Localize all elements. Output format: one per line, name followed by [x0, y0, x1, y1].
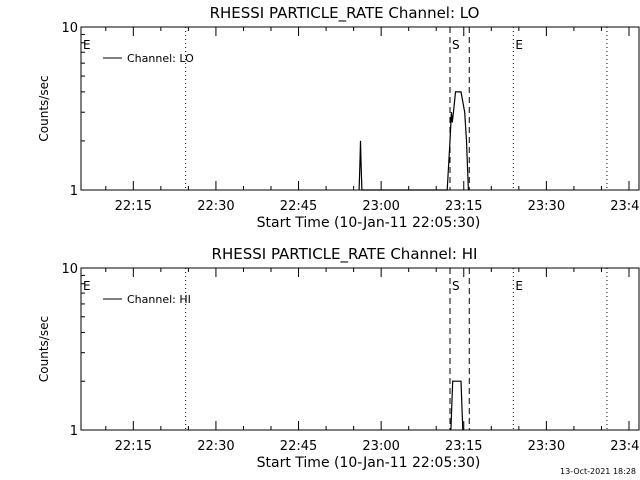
legend-label: Channel: HI — [127, 293, 191, 306]
x-tick-label: 23:30 — [528, 199, 565, 214]
time-marker-label: E — [83, 279, 91, 293]
x-tick-label: 22:15 — [115, 199, 152, 214]
x-tick-label: 23:15 — [445, 199, 482, 214]
y-tick-label: 1 — [70, 184, 78, 199]
y-tick-label: 10 — [61, 21, 78, 36]
x-tick-label: 23:15 — [445, 439, 482, 454]
y-tick-label: 10 — [61, 262, 78, 277]
footer-timestamp: 13-Oct-2021 18:28 — [560, 467, 636, 476]
x-tick-label: 22:30 — [197, 439, 234, 454]
x-tick-label: 22:45 — [280, 199, 317, 214]
x-tick-label: 23:30 — [528, 439, 565, 454]
x-tick-label: 22:15 — [115, 439, 152, 454]
x-tick-label: 22:45 — [280, 439, 317, 454]
time-marker-label: S — [452, 279, 460, 293]
chart-title: RHESSI PARTICLE_RATE Channel: HI — [212, 245, 478, 264]
y-axis-label: Counts/sec — [37, 75, 51, 141]
time-marker-label: S — [452, 38, 460, 52]
x-axis-label: Start Time (10-Jan-11 22:05:30) — [257, 455, 481, 471]
chart-title: RHESSI PARTICLE_RATE Channel: LO — [210, 4, 480, 23]
x-axis-label: Start Time (10-Jan-11 22:05:30) — [257, 215, 481, 231]
time-marker-label: E — [515, 38, 523, 52]
series-line — [450, 380, 464, 431]
x-tick-label: 23:45 — [610, 439, 640, 454]
time-marker-label: E — [83, 38, 91, 52]
x-tick-label: 23:45 — [610, 199, 640, 214]
x-tick-label: 22:30 — [197, 199, 234, 214]
plot-frame — [80, 26, 640, 191]
y-axis-label: Counts/sec — [37, 316, 51, 382]
x-tick-label: 23:00 — [362, 199, 399, 214]
time-marker-label: E — [515, 279, 523, 293]
y-tick-label: 1 — [70, 424, 78, 439]
x-tick-label: 23:00 — [362, 439, 399, 454]
series-line — [358, 91, 469, 191]
legend-label: Channel: LO — [127, 52, 194, 65]
